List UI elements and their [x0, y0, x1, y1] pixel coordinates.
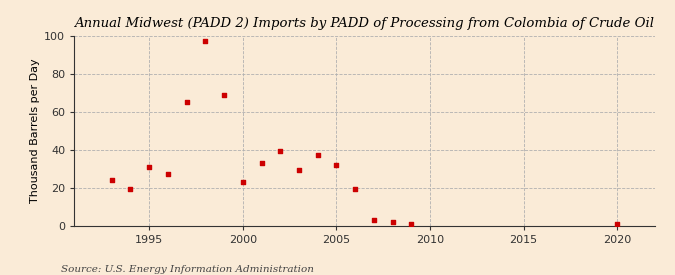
Point: [219, 92, 230, 97]
Point: [350, 187, 360, 192]
Point: [181, 100, 192, 104]
Point: [313, 153, 323, 158]
Point: [163, 172, 173, 177]
Point: [238, 180, 248, 184]
Point: [331, 163, 342, 167]
Point: [406, 221, 416, 226]
Point: [369, 218, 379, 222]
Y-axis label: Thousand Barrels per Day: Thousand Barrels per Day: [30, 58, 40, 203]
Point: [125, 187, 136, 192]
Point: [144, 164, 155, 169]
Point: [256, 161, 267, 165]
Point: [275, 149, 286, 154]
Point: [612, 221, 623, 226]
Point: [200, 39, 211, 44]
Point: [106, 178, 117, 182]
Text: Source: U.S. Energy Information Administration: Source: U.S. Energy Information Administ…: [61, 265, 314, 274]
Point: [294, 168, 304, 173]
Title: Annual Midwest (PADD 2) Imports by PADD of Processing from Colombia of Crude Oil: Annual Midwest (PADD 2) Imports by PADD …: [74, 17, 655, 31]
Point: [387, 219, 398, 224]
